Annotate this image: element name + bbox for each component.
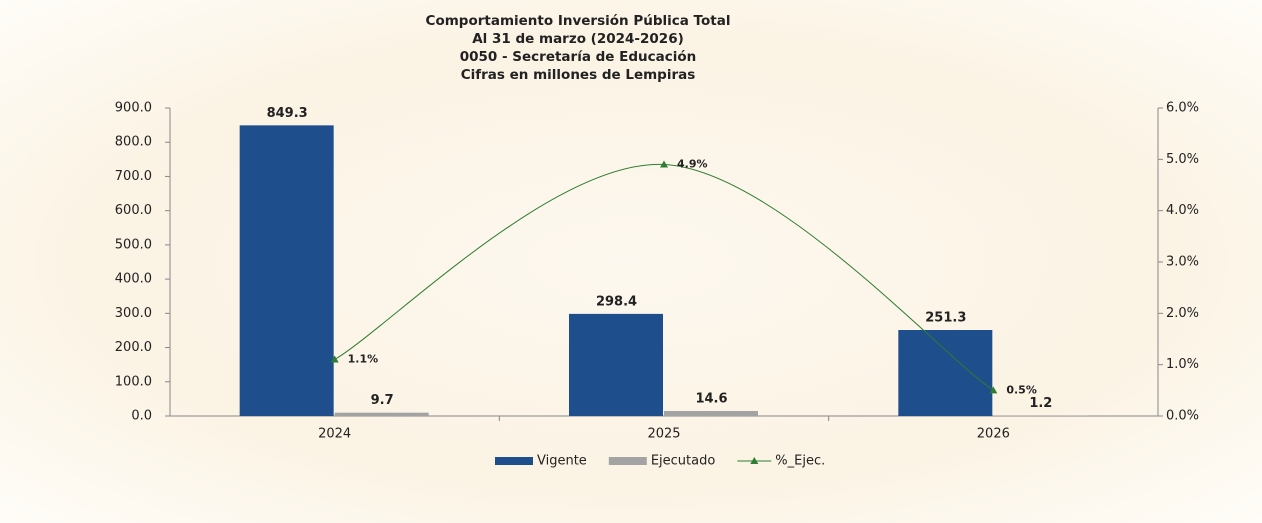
chart-title: Comportamiento Inversión Pública Total: [426, 13, 731, 29]
x-tick-label: 2025: [647, 427, 680, 442]
x-tick-label: 2026: [977, 427, 1010, 442]
line: [334, 163, 994, 391]
data-label: 849.3: [267, 106, 308, 121]
bar: [569, 313, 663, 416]
chart-title: Al 31 de marzo (2024-2026): [472, 31, 684, 47]
y2-tick-label: 5.0%: [1166, 152, 1199, 167]
data-label: 14.6: [695, 392, 727, 407]
legend-label: Ejecutado: [651, 454, 716, 469]
data-label: 1.1%: [348, 353, 379, 366]
point: [989, 386, 998, 394]
y2-tick-label: 2.0%: [1166, 306, 1199, 321]
x-tick-label: 2024: [318, 427, 351, 442]
point: [660, 160, 668, 168]
y2-tick-label: 1.0%: [1166, 357, 1199, 372]
y-tick-label: 600.0: [115, 203, 152, 218]
data-label: 1.2: [1029, 396, 1052, 411]
y-tick-label: 800.0: [115, 135, 152, 150]
data-label: 251.3: [925, 310, 966, 325]
y-tick-label: 200.0: [115, 340, 152, 355]
data-label: 0.5%: [1006, 383, 1037, 396]
legend-label: Vigente: [537, 454, 587, 469]
point: [330, 355, 339, 363]
y2-tick-label: 4.0%: [1166, 203, 1199, 218]
chart-title: Cifras en millones de Lempiras: [461, 67, 696, 83]
legend-label: %_Ejec.: [775, 454, 825, 469]
y2-tick-label: 6.0%: [1166, 101, 1199, 116]
y-tick-label: 300.0: [115, 306, 152, 321]
y2-tick-label: 3.0%: [1166, 255, 1199, 270]
y-tick-label: 500.0: [115, 237, 152, 252]
data-label: 298.4: [596, 294, 637, 309]
legend-swatch: [608, 457, 647, 465]
y2-tick-label: 0.0%: [1166, 409, 1199, 424]
data-label: 4.9%: [677, 157, 708, 170]
y-tick-label: 700.0: [115, 169, 152, 184]
y-tick-label: 900.0: [115, 101, 152, 116]
y-tick-label: 0.0: [131, 409, 152, 424]
legend-swatch: [495, 457, 533, 465]
y-tick-label: 400.0: [115, 272, 152, 287]
y-tick-label: 100.0: [115, 374, 152, 389]
bar: [898, 329, 993, 416]
chart-title: 0050 - Secretaría de Educación: [460, 49, 697, 65]
bar: [334, 412, 429, 416]
legend-marker: [750, 457, 759, 464]
bar: [239, 125, 334, 416]
data-label: 9.7: [371, 393, 394, 408]
bar: [664, 411, 758, 416]
